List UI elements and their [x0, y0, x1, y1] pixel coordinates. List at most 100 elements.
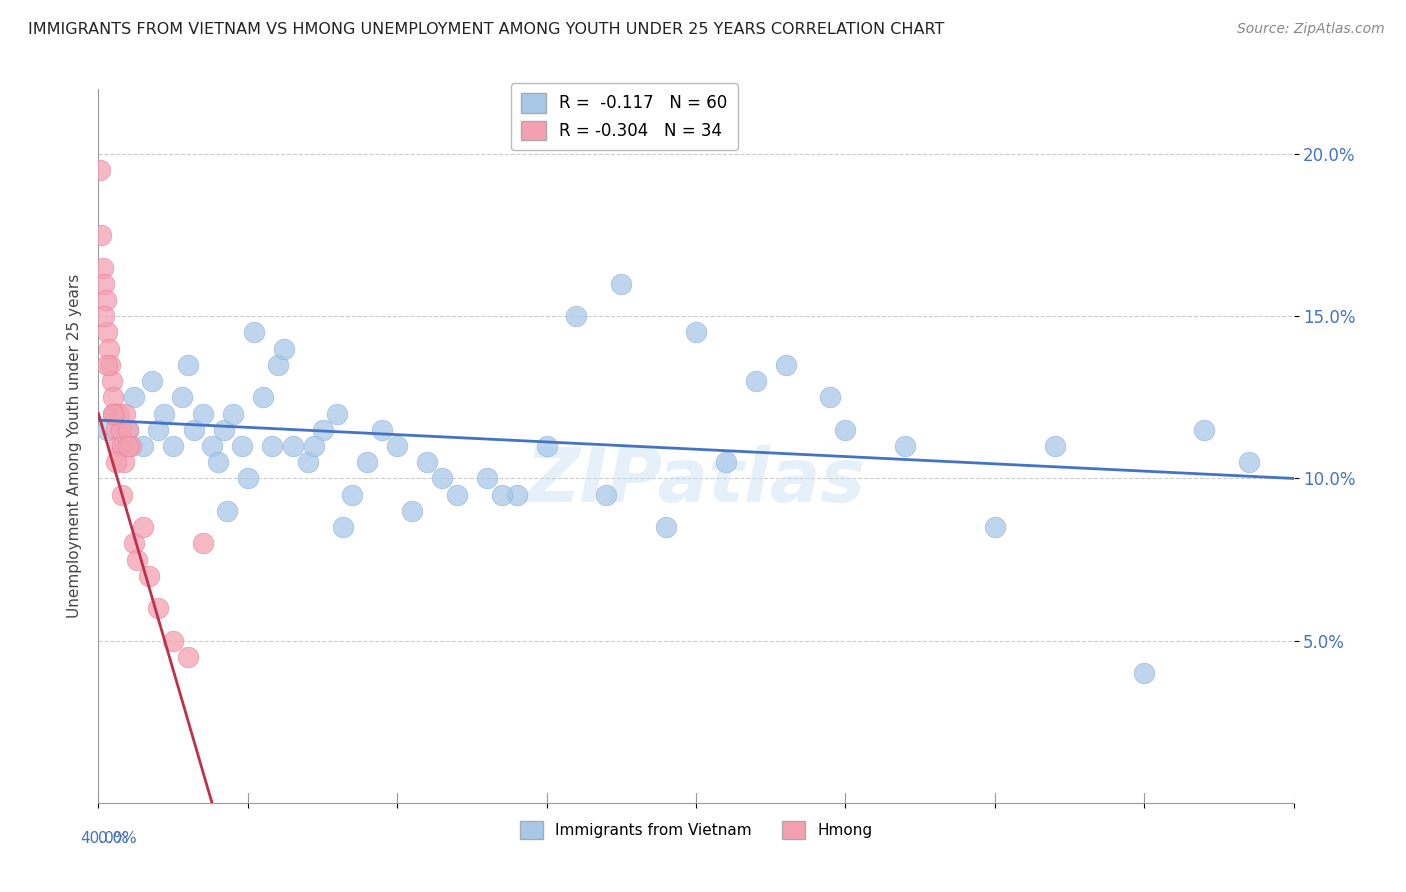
- Point: [430, 471, 453, 485]
- Point: [610, 277, 633, 291]
- Point: [114, 407, 136, 421]
- Point: [93, 277, 115, 291]
- Point: [273, 342, 295, 356]
- Point: [177, 358, 200, 372]
- Point: [342, 488, 364, 502]
- Point: [110, 423, 132, 437]
- Point: [491, 488, 513, 502]
- Point: [775, 358, 797, 372]
- Point: [506, 488, 529, 502]
- Point: [132, 520, 155, 534]
- Point: [97, 342, 120, 356]
- Point: [215, 504, 238, 518]
- Point: [212, 423, 235, 437]
- Point: [107, 439, 129, 453]
- Point: [281, 439, 304, 453]
- Point: [984, 520, 1007, 534]
- Point: [101, 374, 124, 388]
- Text: 40.0%: 40.0%: [80, 831, 128, 847]
- Point: [371, 423, 394, 437]
- Point: [105, 423, 128, 437]
- Point: [401, 504, 423, 518]
- Point: [96, 326, 118, 340]
- Point: [153, 407, 176, 421]
- Point: [332, 520, 354, 534]
- Point: [96, 423, 118, 437]
- Text: Source: ZipAtlas.com: Source: ZipAtlas.com: [1237, 22, 1385, 37]
- Point: [112, 455, 135, 469]
- Point: [834, 423, 856, 437]
- Point: [267, 358, 290, 372]
- Point: [595, 488, 617, 502]
- Point: [1043, 439, 1066, 453]
- Point: [191, 407, 214, 421]
- Point: [91, 260, 114, 275]
- Point: [745, 374, 768, 388]
- Point: [536, 439, 558, 453]
- Point: [565, 310, 588, 324]
- Point: [326, 407, 349, 421]
- Point: [111, 439, 134, 453]
- Point: [231, 439, 253, 453]
- Point: [138, 568, 160, 582]
- Point: [162, 439, 184, 453]
- Point: [302, 439, 325, 453]
- Point: [297, 455, 319, 469]
- Point: [1192, 423, 1215, 437]
- Point: [141, 374, 163, 388]
- Point: [685, 326, 707, 340]
- Point: [132, 439, 155, 453]
- Point: [894, 439, 917, 453]
- Point: [103, 407, 125, 421]
- Point: [98, 358, 122, 372]
- Point: [103, 407, 125, 421]
- Point: [117, 439, 139, 453]
- Point: [385, 439, 409, 453]
- Point: [820, 390, 842, 404]
- Point: [207, 455, 229, 469]
- Point: [714, 455, 737, 469]
- Point: [191, 536, 214, 550]
- Text: ZIPatlas: ZIPatlas: [526, 445, 866, 518]
- Point: [177, 649, 200, 664]
- Text: 0.0%: 0.0%: [98, 831, 138, 847]
- Point: [201, 439, 224, 453]
- Point: [93, 310, 115, 324]
- Point: [162, 633, 184, 648]
- Point: [222, 407, 245, 421]
- Point: [94, 293, 117, 307]
- Point: [120, 439, 142, 453]
- Point: [416, 455, 439, 469]
- Point: [236, 471, 259, 485]
- Text: IMMIGRANTS FROM VIETNAM VS HMONG UNEMPLOYMENT AMONG YOUTH UNDER 25 YEARS CORRELA: IMMIGRANTS FROM VIETNAM VS HMONG UNEMPLO…: [28, 22, 945, 37]
- Y-axis label: Unemployment Among Youth under 25 years: Unemployment Among Youth under 25 years: [66, 274, 82, 618]
- Point: [105, 455, 128, 469]
- Point: [183, 423, 205, 437]
- Point: [655, 520, 678, 534]
- Point: [89, 163, 111, 178]
- Point: [356, 455, 378, 469]
- Point: [1237, 455, 1260, 469]
- Point: [111, 439, 134, 453]
- Point: [103, 390, 125, 404]
- Legend: Immigrants from Vietnam, Hmong: Immigrants from Vietnam, Hmong: [513, 815, 879, 845]
- Point: [127, 552, 149, 566]
- Point: [148, 423, 170, 437]
- Point: [475, 471, 498, 485]
- Point: [104, 407, 127, 421]
- Point: [446, 488, 468, 502]
- Point: [243, 326, 266, 340]
- Point: [108, 407, 131, 421]
- Point: [172, 390, 194, 404]
- Point: [111, 488, 134, 502]
- Point: [90, 228, 112, 243]
- Point: [124, 536, 146, 550]
- Point: [117, 423, 139, 437]
- Point: [311, 423, 333, 437]
- Point: [1133, 666, 1156, 681]
- Point: [252, 390, 274, 404]
- Point: [96, 358, 118, 372]
- Point: [117, 423, 139, 437]
- Point: [124, 390, 146, 404]
- Point: [148, 601, 170, 615]
